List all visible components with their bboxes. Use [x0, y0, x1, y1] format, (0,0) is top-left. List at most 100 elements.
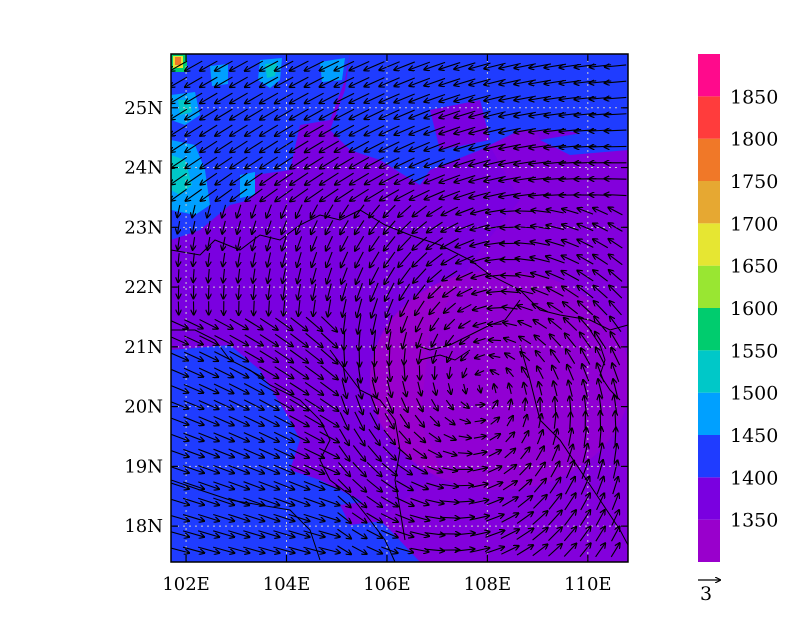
y-tick-label: 20N	[124, 397, 163, 418]
colorbar-label: 1450	[730, 425, 778, 447]
wind-vector	[171, 336, 188, 344]
wind-vector	[171, 92, 188, 103]
wind-vector	[216, 188, 233, 201]
wind-vector	[413, 268, 427, 283]
wind-vector	[208, 285, 209, 298]
wind-vector	[305, 188, 324, 202]
wind-vector	[334, 92, 355, 103]
wind-vector	[252, 220, 257, 234]
wind-vector	[399, 413, 409, 427]
wind-vector	[428, 285, 442, 298]
wind-vector	[177, 204, 180, 217]
wind-vector	[454, 191, 476, 199]
wind-vector	[198, 514, 219, 521]
wind-vector	[551, 445, 559, 462]
wind-vector	[245, 172, 263, 185]
wind-vector	[517, 496, 532, 508]
wind-vector	[387, 315, 393, 333]
wind-vector	[444, 302, 456, 313]
wind-vector	[258, 464, 279, 473]
wind-vector	[487, 482, 502, 490]
wind-vector	[238, 252, 240, 267]
wind-vector	[274, 366, 294, 379]
wind-vector	[183, 432, 203, 441]
wind-vector	[443, 286, 457, 297]
wind-vector	[427, 253, 443, 266]
wind-vector	[489, 340, 502, 341]
wind-vector	[312, 283, 315, 300]
wind-vector	[289, 365, 308, 378]
wind-vector	[260, 124, 279, 136]
wind-vector	[427, 206, 443, 215]
wind-vector	[582, 444, 588, 463]
wind-vector	[260, 172, 278, 185]
wind-vector	[290, 188, 309, 202]
wind-vector	[199, 351, 218, 361]
wind-vector	[471, 484, 488, 487]
wind-vector	[185, 60, 203, 71]
wind-vector	[570, 412, 571, 430]
wind-vector	[289, 382, 309, 395]
wind-vector	[564, 318, 578, 331]
wind-vector	[394, 61, 415, 70]
wind-vector	[454, 110, 476, 117]
wind-vector	[335, 156, 355, 168]
wind-vector	[290, 108, 309, 120]
wind-vector	[503, 465, 516, 475]
wind-vector	[177, 220, 179, 233]
wind-vector	[506, 368, 514, 378]
wind-vector	[213, 513, 234, 521]
wind-vector	[579, 543, 591, 558]
wind-vector	[552, 429, 557, 446]
wind-vector	[424, 515, 444, 519]
wind-vector	[410, 497, 429, 504]
wind-vector	[171, 76, 188, 87]
wind-vector	[171, 417, 189, 425]
colorbar-swatch	[698, 392, 720, 435]
wind-vector	[320, 316, 337, 332]
wind-vector	[335, 188, 354, 201]
wind-vector	[458, 287, 473, 295]
wind-vector	[238, 268, 240, 283]
wind-vector	[281, 204, 288, 218]
wind-vector	[370, 251, 380, 268]
wind-vector	[380, 157, 400, 168]
wind-vector	[351, 495, 366, 507]
wind-vector	[516, 512, 533, 524]
wind-vector	[200, 124, 218, 136]
wind-vector	[290, 172, 309, 185]
wind-vector	[325, 204, 334, 218]
wind-vector	[252, 204, 257, 218]
wind-vector	[274, 349, 293, 362]
wind-vector	[394, 77, 415, 86]
wind-vector	[538, 382, 541, 396]
wind-vector	[201, 188, 218, 201]
wind-vector	[454, 533, 475, 535]
wind-vector	[213, 464, 234, 474]
wind-vector	[192, 220, 194, 234]
wind-vector	[371, 379, 377, 398]
wind-vector	[319, 398, 338, 411]
wind-vector	[473, 452, 486, 455]
wind-vector	[340, 235, 349, 251]
wind-vector	[320, 60, 340, 70]
wind-vector	[389, 347, 390, 366]
wind-vector	[341, 267, 348, 284]
wind-vector	[549, 478, 561, 494]
x-tick-label: 110E	[564, 574, 612, 595]
wind-vector	[379, 61, 400, 70]
wind-vector	[273, 530, 294, 537]
wind-vector	[304, 431, 323, 442]
wind-vector	[504, 338, 517, 343]
wind-vector	[488, 308, 503, 309]
wind-vector	[186, 188, 202, 201]
wind-vector	[414, 414, 424, 427]
wind-vector	[441, 222, 459, 232]
colorbar-label: 1600	[730, 298, 778, 320]
wind-vector	[503, 323, 517, 326]
wind-vector	[318, 497, 340, 505]
wind-vector	[424, 533, 445, 536]
wind-vector	[184, 335, 203, 345]
wind-vector	[427, 449, 441, 457]
wind-vector	[381, 546, 397, 553]
